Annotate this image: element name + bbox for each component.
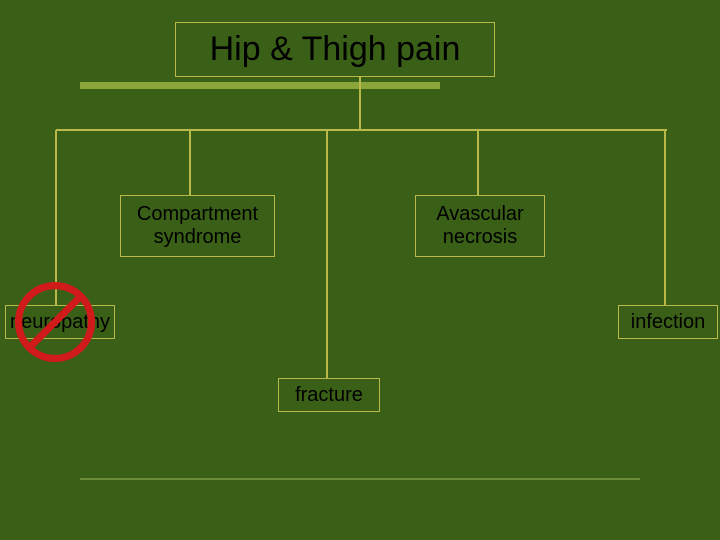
connector-bus [56,129,667,131]
label-compartment: Compartment syndrome [137,203,258,249]
connector-compartment [189,130,191,195]
connector-trunk [359,77,361,130]
connector-fracture [326,130,328,378]
accent-bar [80,82,440,89]
node-fracture: fracture [278,378,380,412]
connector-neuropathy [55,130,57,305]
footer-bar [80,478,640,480]
node-infection: infection [618,305,718,339]
label-avascular: Avascular necrosis [436,203,523,249]
label-fracture: fracture [295,384,363,407]
prohibition-icon [15,282,95,362]
node-compartment: Compartment syndrome [120,195,275,257]
slide: Hip & Thigh painneuropathyCompartment sy… [0,0,720,540]
connector-infection [664,130,666,305]
label-infection: infection [631,311,706,334]
node-avascular: Avascular necrosis [415,195,545,257]
connector-avascular [477,130,479,195]
title-text: Hip & Thigh pain [210,30,461,69]
title-node: Hip & Thigh pain [175,22,495,77]
